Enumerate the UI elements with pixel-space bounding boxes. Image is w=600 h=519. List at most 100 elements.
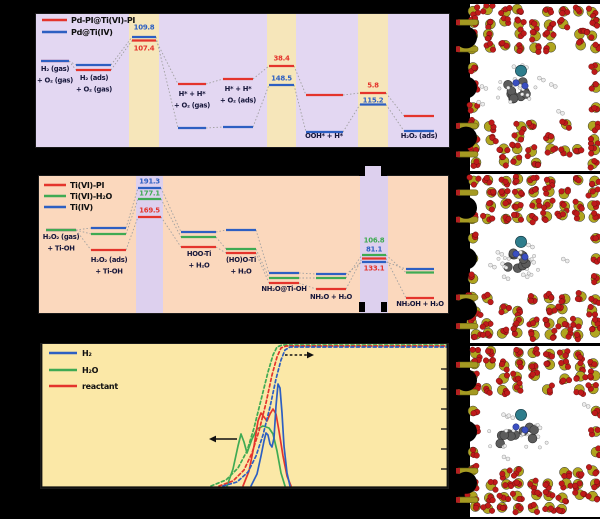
barrier-value-label: 191.3 bbox=[139, 178, 160, 186]
ho-dashed-curve bbox=[210, 344, 448, 487]
connector-line bbox=[68, 60, 77, 66]
series-green bbox=[46, 197, 434, 280]
arrow-notch bbox=[359, 302, 365, 312]
species-label: H₂O₂ (ads) bbox=[91, 256, 128, 264]
desorption-curves-panel: H₂ H₂O reactant bbox=[40, 343, 449, 489]
curves-svg: H₂ H₂O reactant bbox=[41, 344, 448, 488]
barrier-value-label: 5.8 bbox=[367, 82, 379, 90]
nitrogen-atom bbox=[521, 82, 529, 90]
species-label: + O₂ (gas) bbox=[37, 77, 73, 85]
connector-line bbox=[215, 246, 227, 254]
curves-legend: H₂ H₂O reactant bbox=[49, 349, 119, 391]
species-label: HOO-Ti bbox=[187, 250, 211, 258]
series-red bbox=[46, 215, 434, 300]
connector-line bbox=[345, 258, 363, 290]
connector-line bbox=[125, 198, 139, 235]
connector-line bbox=[160, 187, 182, 233]
species-label: NH₂O + H₂O bbox=[310, 293, 353, 301]
connector-line bbox=[385, 261, 407, 270]
barrier-value-label: 133.1 bbox=[364, 265, 385, 273]
barrier-value-label: 38.4 bbox=[273, 55, 290, 63]
transition-state-band bbox=[360, 176, 388, 313]
connector-line bbox=[255, 229, 270, 274]
legend-label: H₂ bbox=[82, 349, 92, 358]
connector-line bbox=[385, 258, 407, 299]
legend-label: Ti(VI)-H₂O bbox=[70, 192, 112, 201]
legend-label: Pd-PI@Ti(VI)-PI bbox=[71, 16, 135, 25]
energy-diagram-svg-1: H₂ (gas) + O₂ (gas) H₂ (ads) + O₂ (gas) 109.… bbox=[37, 14, 438, 147]
legend-label: H₂O bbox=[82, 366, 99, 375]
pd-complex-in-zeolite-1-svg bbox=[456, 4, 600, 171]
connector-line bbox=[298, 282, 317, 290]
connector-line bbox=[298, 272, 317, 275]
legend-label: reactant bbox=[82, 382, 118, 391]
arrow-notch bbox=[359, 166, 365, 176]
nitrogen-atom bbox=[512, 250, 520, 258]
energy-diagram-panel-1: H₂ (gas) + O₂ (gas) H₂ (ads) + O₂ (gas) 109.… bbox=[35, 13, 450, 148]
connector-line bbox=[215, 236, 227, 250]
band-stub bbox=[365, 166, 381, 176]
connector-line bbox=[160, 216, 182, 248]
legend-label: Pd@Ti(IV) bbox=[71, 28, 113, 37]
nitrogen-atom bbox=[512, 79, 520, 87]
black-edge-blobs bbox=[456, 196, 477, 321]
barrier-value-label: 109.8 bbox=[134, 24, 155, 32]
nitrogen-atom bbox=[512, 423, 520, 431]
barrier-value-label: 81.1 bbox=[366, 246, 383, 254]
connector-line bbox=[205, 78, 224, 85]
species-label: H* + H* bbox=[225, 85, 253, 93]
species-label: H₂ (gas) bbox=[41, 65, 70, 73]
water-molecules bbox=[488, 242, 570, 282]
species-label: + O₂ (ads) bbox=[220, 97, 256, 105]
connector-line bbox=[155, 40, 179, 85]
palladium-atom bbox=[515, 235, 527, 248]
species-label: H* + H* bbox=[179, 90, 207, 98]
species-label: + Ti-OH bbox=[95, 268, 123, 276]
connector-line bbox=[342, 104, 361, 133]
water-molecules bbox=[501, 402, 591, 462]
species-label: OOH* + H* bbox=[305, 132, 344, 140]
connector-line bbox=[255, 248, 270, 279]
connector-line bbox=[215, 229, 227, 233]
transition-state-band bbox=[358, 14, 388, 147]
shift-arrow-dashed bbox=[285, 351, 314, 359]
barrier-value-label: 148.5 bbox=[271, 75, 292, 83]
h-solid-curve bbox=[250, 383, 291, 487]
species-label: + O₂ (gas) bbox=[174, 102, 210, 110]
connector-line bbox=[68, 60, 77, 71]
species-label: NH₂O@Ti-OH bbox=[261, 285, 307, 293]
energy-diagram-svg-2: H₂O₂ (gas) + Ti-OH H₂O₂ (ads) + Ti-OH 191.3 1… bbox=[43, 176, 445, 313]
reactant-solid-curve bbox=[242, 408, 292, 487]
species-label: H₂ (ads) bbox=[80, 74, 109, 82]
pd-amine-complex bbox=[496, 64, 538, 104]
barrier-value-label: 107.4 bbox=[134, 45, 155, 53]
energy-diagram-panel-2: H₂O₂ (gas) + Ti-OH H₂O₂ (ads) + Ti-OH 191.3 1… bbox=[38, 175, 449, 314]
legend-label: Ti(VI)-PI bbox=[70, 181, 104, 190]
ho-solid-curve bbox=[226, 425, 286, 487]
black-edge-blobs bbox=[456, 26, 477, 149]
arrow-notch bbox=[381, 302, 387, 312]
transition-state-band bbox=[267, 14, 296, 147]
pd-amine-complex bbox=[487, 408, 549, 450]
nitrogen-atom bbox=[521, 426, 529, 434]
connector-line bbox=[75, 229, 92, 235]
connector-line bbox=[160, 198, 182, 238]
pd-complex-in-zeolite-3 bbox=[456, 346, 600, 517]
pd-complex-in-zeolite-2-svg bbox=[456, 174, 600, 343]
connector-line bbox=[385, 254, 407, 273]
species-label: + H₂O bbox=[188, 262, 210, 270]
barrier-value-label: 177.1 bbox=[139, 190, 160, 198]
pd-complex-in-zeolite-2 bbox=[456, 174, 600, 343]
connector-line bbox=[345, 254, 363, 279]
species-label: H₂O₂ (gas) bbox=[43, 233, 80, 241]
palladium-atom bbox=[515, 64, 527, 77]
arrow-notch bbox=[381, 166, 387, 176]
species-label: + Ti-OH bbox=[47, 245, 75, 253]
series-blue bbox=[41, 35, 434, 134]
barrier-value-label: 106.8 bbox=[364, 237, 385, 245]
nitrogen-atom bbox=[521, 253, 529, 261]
pd-complex-in-zeolite-1 bbox=[456, 4, 600, 171]
connector-line bbox=[75, 227, 92, 231]
connector-line bbox=[205, 126, 224, 129]
diagram-legend: Pd-PI@Ti(VI)-PI Pd@Ti(IV) bbox=[42, 16, 136, 37]
